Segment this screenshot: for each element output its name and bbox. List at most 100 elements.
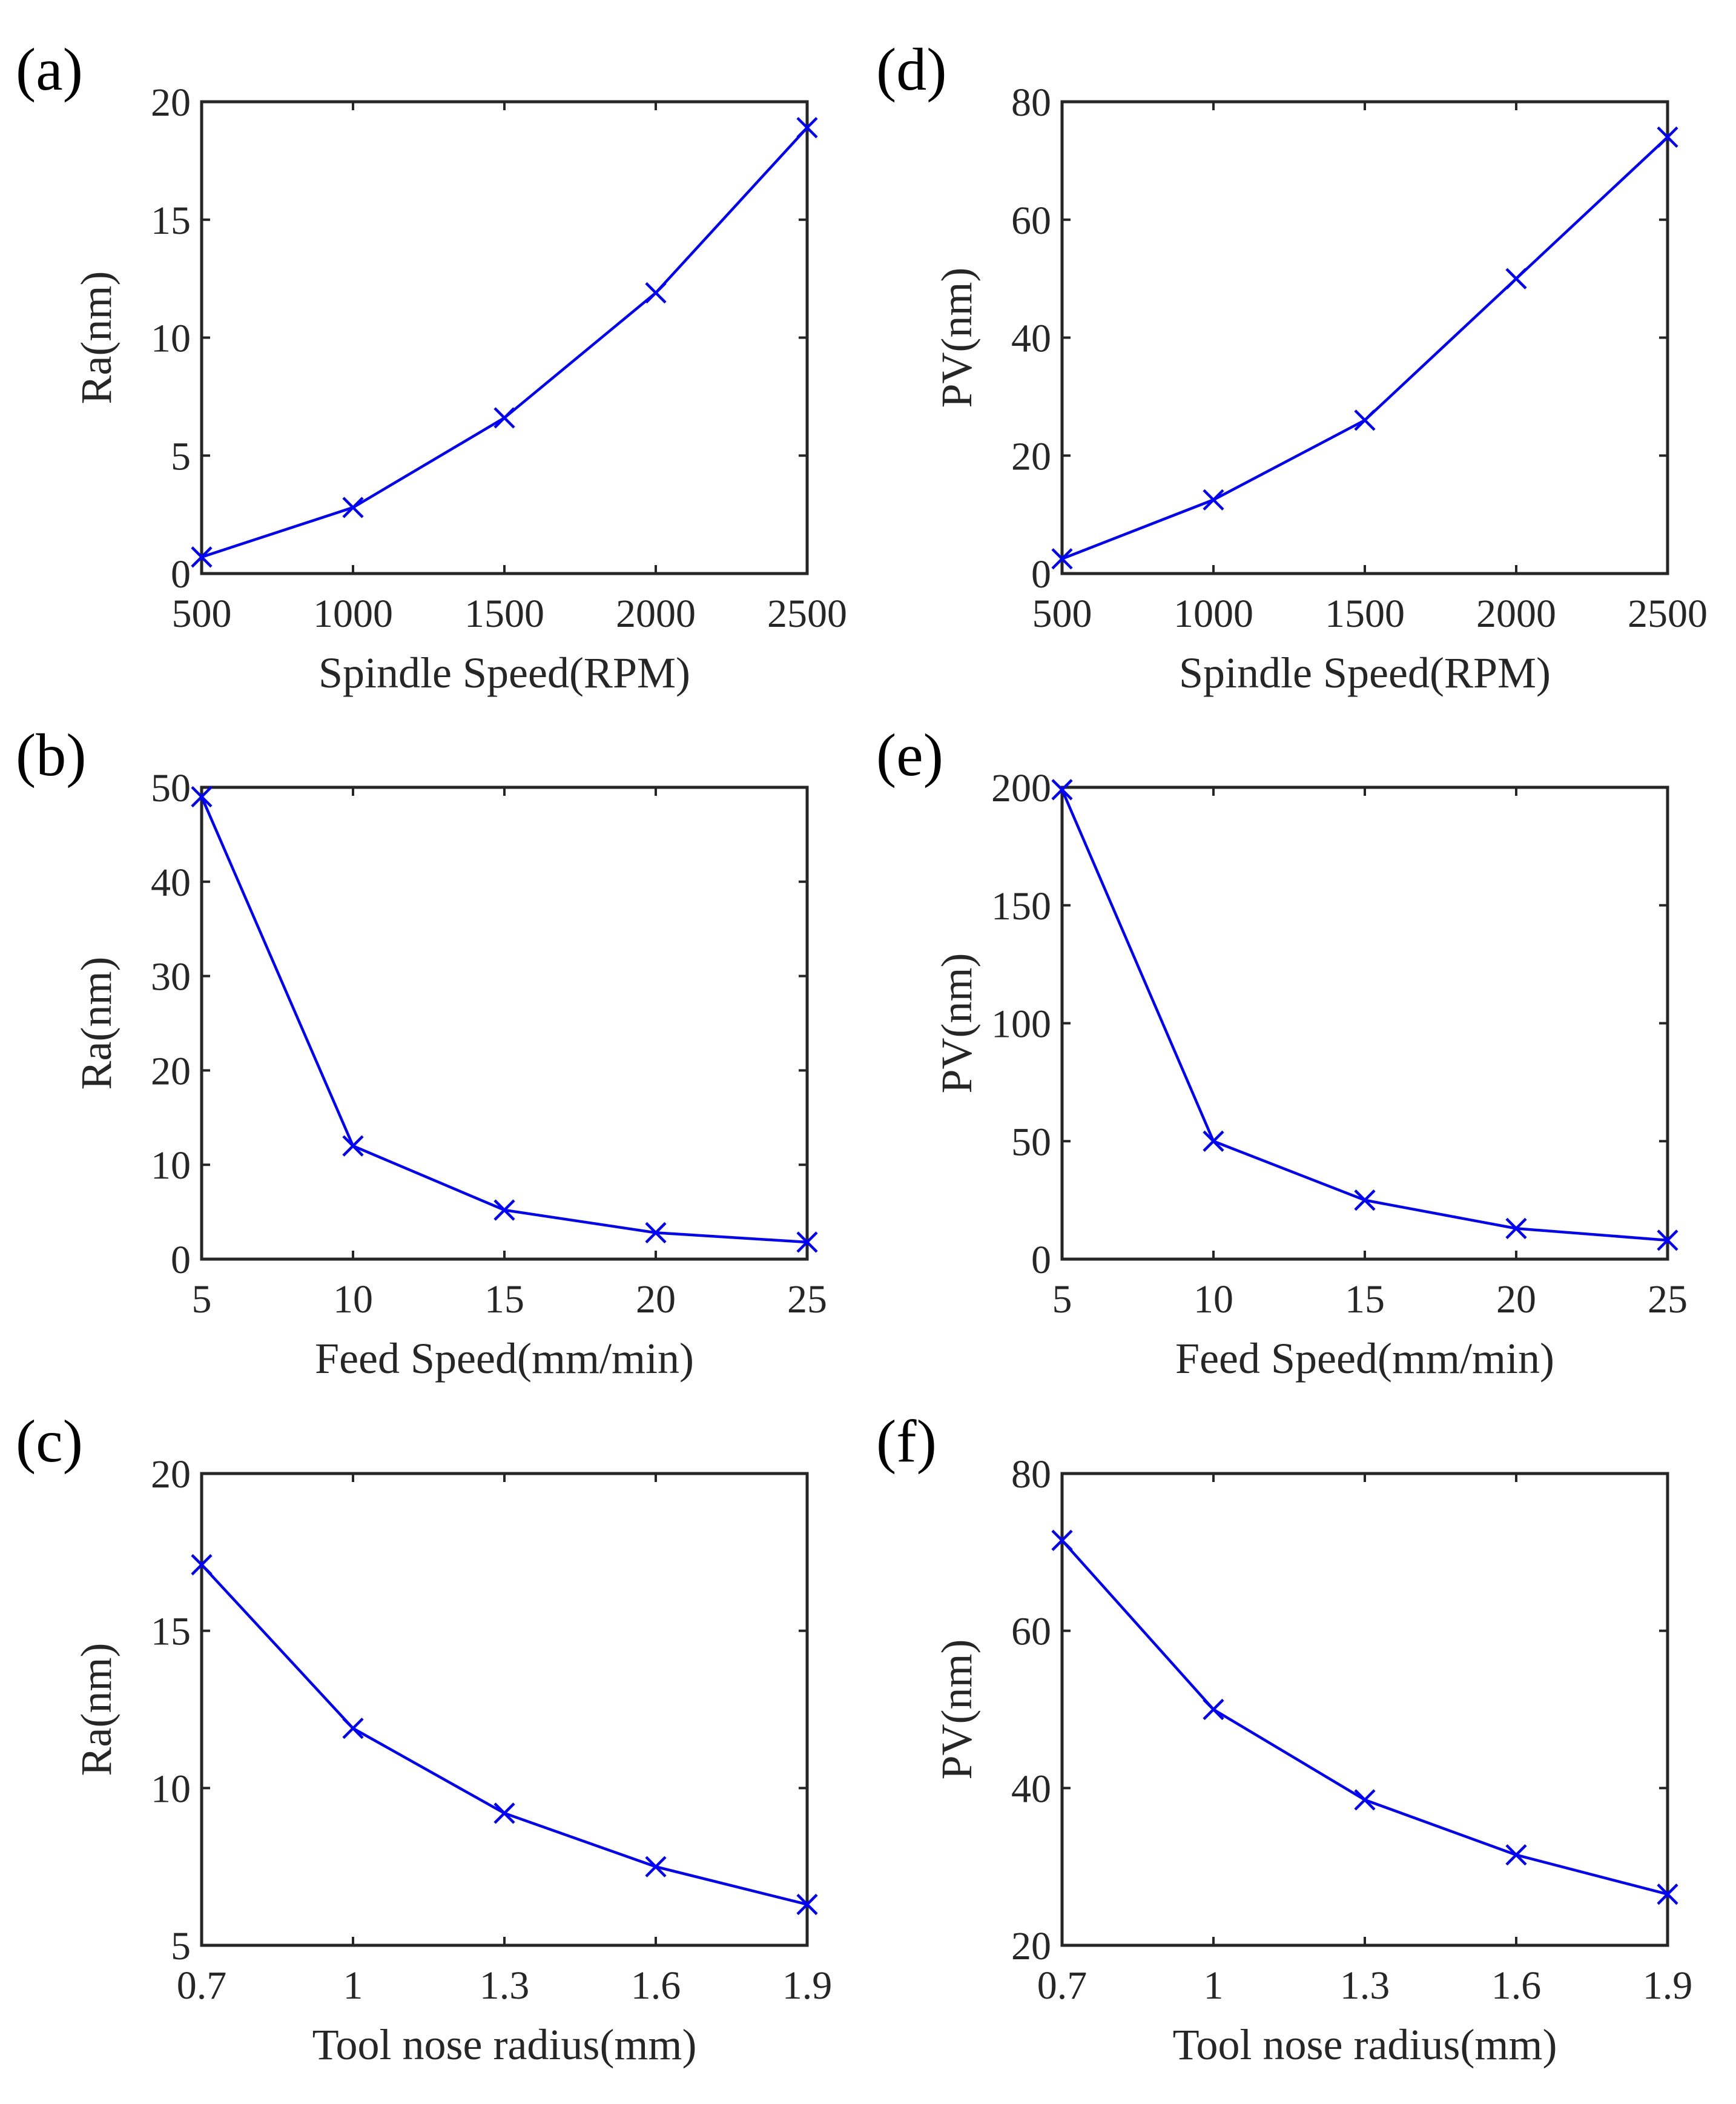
marker-stroke <box>1051 548 1073 570</box>
plot-area-border <box>200 786 809 1261</box>
marker-stroke <box>1505 1844 1527 1866</box>
data-point <box>342 497 364 518</box>
plot-area-border <box>1060 1472 1669 1947</box>
x-tick-label: 1000 <box>1173 592 1253 636</box>
x-tick-label: 1.3 <box>1340 1963 1390 2008</box>
chart-panel-a: (a) 500 1000 1500 2000 2500 0 5 10 15 20 Spindle Sp… <box>16 36 847 697</box>
data-point <box>342 1718 364 1739</box>
marker-stroke <box>645 282 667 304</box>
x-tick-label: 20 <box>1496 1277 1536 1322</box>
y-tick-label: 0 <box>171 1238 191 1282</box>
x-tick-label: 1.6 <box>1491 1963 1542 2008</box>
marker-stroke <box>1203 1698 1224 1721</box>
x-tick-label: 15 <box>1345 1277 1385 1322</box>
y-tick-label: 30 <box>151 955 191 999</box>
data-point <box>1505 1217 1527 1239</box>
marker-stroke <box>191 786 213 808</box>
x-tick-label: 5 <box>192 1277 212 1322</box>
x-axis-label: Spindle Speed(RPM) <box>1179 649 1551 697</box>
y-tick-label: 15 <box>151 1610 191 1654</box>
x-tick-label: 5 <box>1052 1277 1072 1322</box>
x-tick-label: 1.9 <box>782 1963 833 2008</box>
data-point <box>1657 1884 1678 1905</box>
plot-area-border <box>1060 100 1669 575</box>
x-tick-label: 1500 <box>1325 592 1405 636</box>
data-point <box>796 117 818 139</box>
marker-stroke <box>1354 409 1376 431</box>
y-tick-label: 40 <box>151 861 191 905</box>
panel-label: (d) <box>876 36 947 103</box>
x-tick-label: 0.7 <box>1037 1963 1087 2008</box>
marker-stroke <box>342 1718 364 1739</box>
data-point <box>493 407 515 429</box>
y-tick-label: 15 <box>151 199 191 243</box>
marker-stroke <box>342 1135 364 1157</box>
y-tick-label: 60 <box>1011 1610 1051 1654</box>
x-tick-label: 10 <box>333 1277 373 1322</box>
marker-stroke <box>645 1856 667 1877</box>
y-tick-label: 10 <box>151 1767 191 1811</box>
data-point <box>1203 1698 1224 1721</box>
data-point <box>1051 779 1073 801</box>
data-point <box>1505 268 1527 289</box>
x-tick-label: 1.3 <box>480 1963 530 2008</box>
data-point <box>191 786 213 808</box>
marker-stroke <box>1657 126 1678 148</box>
marker-stroke <box>1203 1130 1224 1152</box>
data-point <box>796 1893 818 1916</box>
x-tick-label: 25 <box>1648 1277 1688 1322</box>
series-line <box>201 127 808 558</box>
data-point <box>1051 1529 1073 1551</box>
plot-area-border <box>200 1472 809 1947</box>
y-axis-label: Ra(nm) <box>72 957 120 1090</box>
x-tick-label: 1 <box>1204 1963 1224 2008</box>
data-point <box>191 546 213 568</box>
y-tick-label: 60 <box>1011 199 1051 243</box>
series-line <box>1061 1539 1668 1896</box>
y-tick-label: 10 <box>151 317 191 361</box>
x-tick-label: 20 <box>636 1277 676 1322</box>
marker-stroke <box>1051 1529 1073 1551</box>
panel-label: (f) <box>876 1408 937 1475</box>
y-tick-label: 50 <box>151 766 191 810</box>
y-tick-label: 0 <box>1031 552 1051 597</box>
x-tick-label: 1000 <box>313 592 393 636</box>
marker-stroke <box>493 407 515 429</box>
data-point <box>1657 1229 1678 1251</box>
y-tick-label: 0 <box>1031 1238 1051 1282</box>
data-point <box>191 1554 213 1576</box>
data-point <box>1354 409 1376 431</box>
y-tick-label: 0 <box>171 552 191 597</box>
marker-stroke <box>796 1893 818 1916</box>
x-tick-label: 1.9 <box>1643 1963 1693 2008</box>
panel-label: (e) <box>876 721 943 789</box>
y-tick-label: 80 <box>1011 1452 1051 1497</box>
y-tick-label: 10 <box>151 1143 191 1188</box>
data-point <box>1051 548 1073 570</box>
data-point <box>342 1135 364 1157</box>
data-point <box>1354 1789 1376 1811</box>
y-axis-label: PV(nm) <box>932 1639 981 1780</box>
marker-stroke <box>1051 779 1073 801</box>
marker-stroke <box>191 546 213 568</box>
x-tick-label: 2500 <box>1628 592 1708 636</box>
data-point <box>1505 1844 1527 1866</box>
chart-panel-d: (d) 500 1000 1500 2000 2500 0 20 40 60 80 Spindle S… <box>876 36 1708 697</box>
data-point <box>493 1802 515 1824</box>
data-point <box>645 1222 667 1243</box>
y-tick-label: 20 <box>1011 434 1051 478</box>
marker-stroke <box>796 1231 818 1253</box>
y-axis-label: PV(nm) <box>932 953 981 1094</box>
data-point <box>1203 489 1224 511</box>
y-tick-label: 20 <box>151 81 191 125</box>
y-tick-label: 150 <box>991 884 1051 928</box>
x-tick-label: 1500 <box>464 592 544 636</box>
data-point <box>645 1856 667 1877</box>
x-tick-label: 1 <box>343 1963 363 2008</box>
marker-stroke <box>645 1222 667 1243</box>
panel-label: (b) <box>16 721 87 789</box>
y-axis-label: PV(nm) <box>932 268 981 408</box>
x-axis-label: Feed Speed(mm/min) <box>315 1334 694 1383</box>
data-point <box>645 282 667 304</box>
